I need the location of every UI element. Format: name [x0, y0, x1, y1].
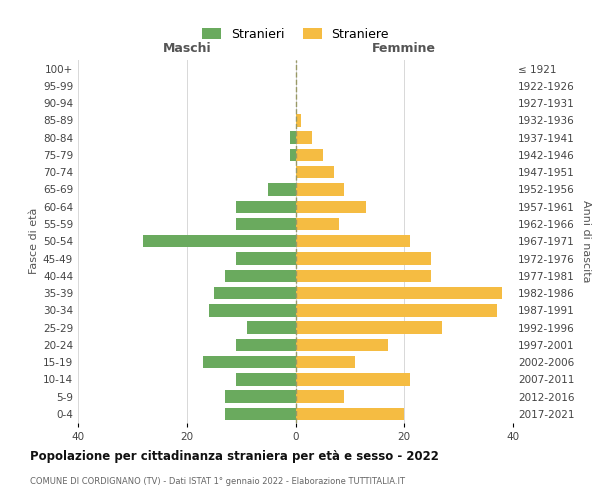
Bar: [296, 235, 410, 248]
Bar: [296, 356, 355, 368]
Bar: [290, 132, 296, 144]
Bar: [214, 287, 296, 299]
Bar: [296, 114, 301, 126]
Bar: [225, 408, 296, 420]
Bar: [225, 390, 296, 403]
Bar: [296, 338, 388, 351]
Bar: [296, 218, 339, 230]
Bar: [296, 304, 497, 316]
Bar: [296, 183, 344, 196]
Bar: [296, 390, 344, 403]
Bar: [203, 356, 296, 368]
Legend: Stranieri, Straniere: Stranieri, Straniere: [197, 22, 394, 46]
Text: Popolazione per cittadinanza straniera per età e sesso - 2022: Popolazione per cittadinanza straniera p…: [30, 450, 439, 463]
Bar: [296, 252, 431, 264]
Y-axis label: Anni di nascita: Anni di nascita: [581, 200, 591, 282]
Bar: [247, 322, 296, 334]
Text: Femmine: Femmine: [372, 42, 436, 55]
Bar: [236, 338, 296, 351]
Y-axis label: Fasce di età: Fasce di età: [29, 208, 39, 274]
Bar: [225, 270, 296, 282]
Text: COMUNE DI CORDIGNANO (TV) - Dati ISTAT 1° gennaio 2022 - Elaborazione TUTTITALIA: COMUNE DI CORDIGNANO (TV) - Dati ISTAT 1…: [30, 478, 405, 486]
Bar: [236, 252, 296, 264]
Bar: [236, 218, 296, 230]
Bar: [296, 287, 502, 299]
Bar: [209, 304, 296, 316]
Bar: [296, 166, 334, 178]
Bar: [296, 200, 366, 213]
Bar: [268, 183, 296, 196]
Bar: [296, 132, 312, 144]
Bar: [296, 322, 442, 334]
Text: Maschi: Maschi: [163, 42, 211, 55]
Bar: [236, 373, 296, 386]
Bar: [296, 148, 323, 161]
Bar: [296, 373, 410, 386]
Bar: [236, 200, 296, 213]
Bar: [290, 148, 296, 161]
Bar: [296, 408, 404, 420]
Bar: [143, 235, 296, 248]
Bar: [296, 270, 431, 282]
